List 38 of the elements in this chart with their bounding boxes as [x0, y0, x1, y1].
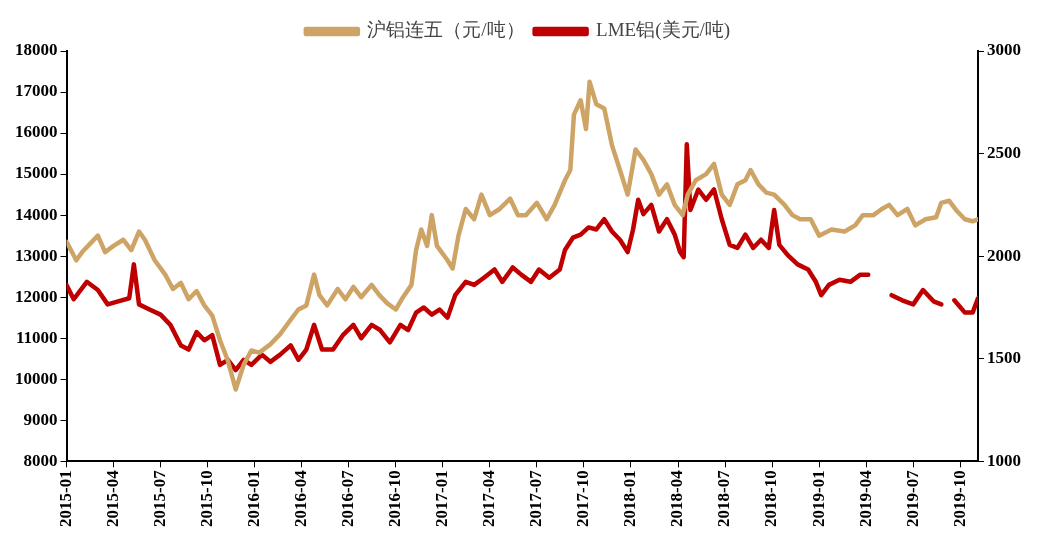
x-tick-label: 2016-04 [291, 469, 311, 528]
x-tick-label: 2016-07 [338, 469, 358, 528]
x-tick-label: 2018-04 [667, 469, 687, 528]
x-tick-label: 2019-01 [808, 470, 828, 528]
y-tick-label: 14000 [15, 204, 58, 224]
y-tick-label: 8000 [23, 450, 58, 470]
y-tick-label: 13000 [15, 245, 58, 265]
x-tick-label: 2019-07 [902, 469, 922, 528]
x-tick-label: 2019-10 [949, 470, 969, 528]
y2-tick-label: 1000 [987, 450, 1021, 470]
x-tick-label: 2016-01 [244, 470, 264, 528]
x-tick-label: 2015-04 [102, 469, 122, 528]
x-tick-label: 2015-07 [149, 469, 169, 528]
x-tick-label: 2017-01 [432, 470, 452, 528]
y2-tick-label: 2000 [987, 245, 1021, 265]
y-tick-label: 17000 [15, 81, 58, 101]
y-tick-label: 12000 [15, 286, 58, 306]
y-tick-label: 16000 [15, 122, 58, 142]
y-tick-label: 15000 [15, 163, 58, 183]
x-tick-label: 2019-04 [855, 469, 875, 528]
x-tick-label: 2018-01 [620, 470, 640, 528]
x-tick-label: 2018-10 [761, 470, 781, 528]
legend-label: 沪铝连五（元/吨） [367, 19, 525, 41]
x-tick-label: 2018-07 [714, 469, 734, 528]
y-tick-label: 11000 [15, 327, 58, 347]
y2-tick-label: 2500 [987, 142, 1021, 162]
y-tick-label: 18000 [15, 40, 58, 60]
legend-label: LME铝(美元/吨) [596, 19, 731, 42]
y-tick-label: 9000 [23, 409, 58, 429]
x-tick-label: 2017-04 [479, 469, 499, 528]
y2-tick-label: 3000 [987, 40, 1021, 60]
y2-tick-label: 1500 [987, 348, 1021, 368]
x-tick-label: 2017-07 [526, 469, 546, 528]
x-tick-label: 2015-01 [55, 470, 75, 528]
x-tick-label: 2016-10 [385, 470, 405, 528]
x-tick-label: 2015-10 [197, 470, 217, 528]
x-tick-label: 2017-10 [573, 470, 593, 528]
y-tick-label: 10000 [15, 368, 58, 388]
